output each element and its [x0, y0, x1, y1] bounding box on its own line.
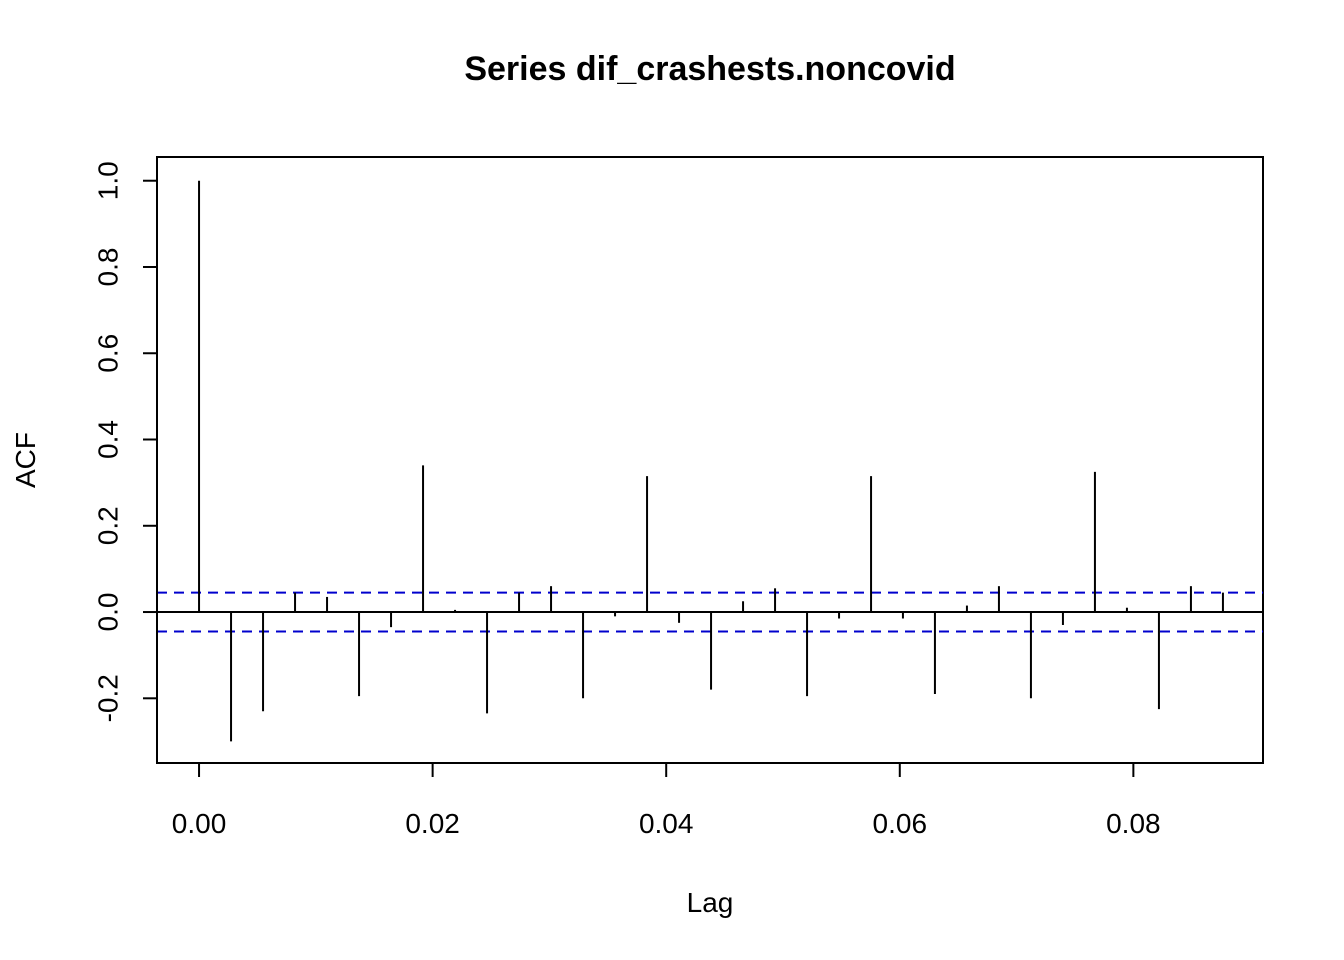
reference-lines [157, 591, 1263, 633]
chart-title: Series dif_crashests.noncovid [464, 50, 955, 88]
plot-frame [156, 156, 1264, 764]
y-axis: -0.2 0.0 0.2 0.4 0.6 0.8 1.0 [92, 161, 158, 722]
x-tick-label: 0.00 [172, 808, 227, 839]
x-axis: 0.00 0.02 0.04 0.06 0.08 [172, 762, 1161, 839]
x-tick-label: 0.06 [873, 808, 928, 839]
x-tick-label: 0.02 [405, 808, 460, 839]
y-tick-label: 0.6 [92, 334, 123, 373]
y-tick-label: 1.0 [92, 161, 123, 200]
acf-bars [198, 180, 1224, 742]
y-tick-label: 0.2 [92, 506, 123, 545]
y-tick-label: -0.2 [92, 674, 123, 722]
y-tick-label: 0.0 [92, 593, 123, 632]
y-tick-label: 0.4 [92, 420, 123, 459]
x-axis-label: Lag [687, 887, 734, 918]
y-axis-label: ACF [10, 432, 41, 488]
x-tick-label: 0.04 [639, 808, 694, 839]
x-tick-label: 0.08 [1106, 808, 1161, 839]
y-tick-label: 0.8 [92, 248, 123, 287]
